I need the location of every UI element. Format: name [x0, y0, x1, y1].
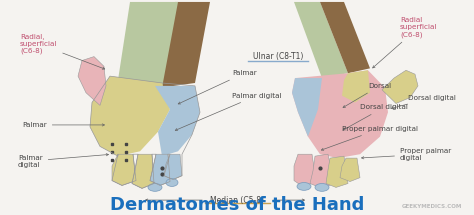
- Text: Palmar digital: Palmar digital: [175, 93, 282, 131]
- Ellipse shape: [315, 183, 329, 191]
- Text: Ulnar (C8-T1): Ulnar (C8-T1): [253, 52, 303, 61]
- Text: Proper palmar digital: Proper palmar digital: [321, 126, 418, 150]
- Polygon shape: [292, 70, 388, 158]
- Polygon shape: [292, 78, 322, 137]
- Ellipse shape: [166, 179, 178, 186]
- Polygon shape: [342, 70, 370, 103]
- Text: Palmar: Palmar: [22, 122, 104, 128]
- Text: Dorsal digital: Dorsal digital: [392, 95, 456, 109]
- Polygon shape: [310, 154, 334, 188]
- Text: Dorsal digital: Dorsal digital: [343, 104, 408, 130]
- Text: Radial
superficial
(C6-8): Radial superficial (C6-8): [373, 17, 438, 68]
- Polygon shape: [294, 2, 348, 78]
- Text: Proper palmar
digital: Proper palmar digital: [362, 148, 451, 161]
- Polygon shape: [132, 154, 154, 188]
- Text: Palmar: Palmar: [178, 70, 257, 104]
- Ellipse shape: [297, 183, 311, 190]
- Polygon shape: [382, 70, 418, 103]
- Ellipse shape: [148, 183, 162, 191]
- Polygon shape: [150, 154, 170, 186]
- Text: Dermatomes of the Hand: Dermatomes of the Hand: [110, 196, 364, 214]
- Text: Radial,
superficial
(C6-8): Radial, superficial (C6-8): [20, 34, 105, 69]
- Polygon shape: [78, 57, 106, 105]
- Polygon shape: [90, 76, 170, 156]
- Polygon shape: [112, 154, 136, 186]
- Polygon shape: [118, 2, 178, 88]
- Polygon shape: [294, 154, 316, 187]
- Polygon shape: [160, 2, 210, 88]
- Text: Dorsal: Dorsal: [343, 83, 391, 108]
- Text: GEEKYMEDICS.COM: GEEKYMEDICS.COM: [401, 204, 462, 209]
- Polygon shape: [164, 154, 182, 180]
- Polygon shape: [320, 2, 370, 73]
- Text: Median (C5-8): Median (C5-8): [210, 196, 264, 205]
- Polygon shape: [326, 156, 348, 187]
- Polygon shape: [155, 86, 200, 156]
- Text: Palmar
digital: Palmar digital: [18, 154, 109, 167]
- Polygon shape: [340, 158, 360, 181]
